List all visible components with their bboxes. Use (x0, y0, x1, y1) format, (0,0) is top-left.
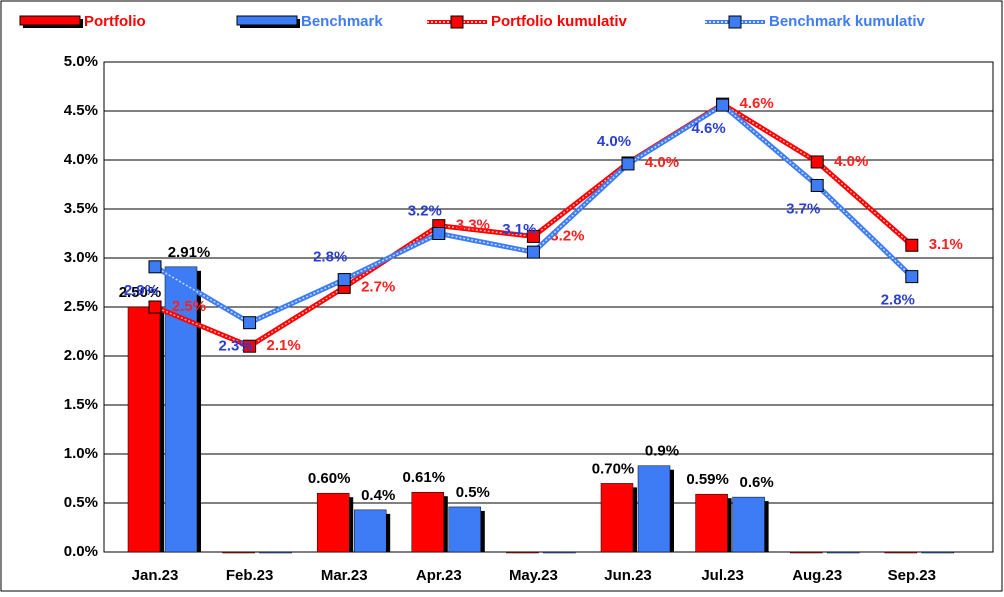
legend-label: Benchmark kumulativ (769, 13, 926, 30)
line-marker (148, 300, 162, 314)
line-value-label: 4.0% (645, 154, 679, 171)
legend-swatch (19, 15, 81, 26)
bar (732, 496, 765, 553)
x-tick-label: Jul.23 (701, 567, 744, 584)
bar (600, 483, 634, 553)
line-value-label: 3.2% (408, 202, 442, 219)
legend-swatch (236, 15, 298, 26)
bar (353, 509, 387, 553)
y-tick-label: 2.0% (64, 347, 98, 364)
line-value-label: 3.7% (786, 200, 820, 217)
y-tick-label: 1.0% (64, 445, 98, 462)
y-tick-label: 0.5% (64, 494, 98, 511)
bar-value-label: 0.61% (403, 469, 446, 486)
y-tick-label: 5.0% (64, 53, 98, 70)
x-tick-label: Apr.23 (416, 567, 462, 584)
line-value-label: 2.8% (313, 249, 347, 266)
line-value-label: 2.7% (361, 278, 395, 295)
line-value-label: 2.5% (172, 298, 206, 315)
bar-value-label: 0.5% (456, 484, 490, 501)
bar-value-label: 2.91% (168, 244, 211, 261)
bar-value-label: 2.50% (119, 284, 162, 301)
line-marker (526, 229, 540, 243)
bar-value-label: 0.60% (308, 470, 351, 487)
line-dots (154, 104, 913, 324)
bar (637, 465, 671, 553)
y-tick-label: 2.5% (64, 298, 98, 315)
bar (543, 551, 576, 554)
x-tick-label: Jun.23 (604, 567, 652, 584)
bar (259, 551, 292, 554)
bar (789, 551, 823, 554)
line-value-label: 4.0% (597, 133, 631, 150)
line-marker (337, 273, 351, 287)
line-marker (810, 155, 824, 169)
line-marker (148, 260, 162, 274)
legend-label: Portfolio (84, 13, 146, 30)
y-tick-label: 1.5% (64, 396, 98, 413)
bar-value-label: 0.6% (739, 474, 773, 491)
line-value-label: 2.8% (881, 292, 915, 309)
line-marker (716, 98, 730, 112)
bar (506, 551, 539, 554)
bar-value-label: 0.4% (361, 487, 395, 504)
bar (448, 506, 482, 553)
line-value-label: 4.6% (739, 95, 773, 112)
line-value-label: 3.1% (929, 236, 963, 253)
line-value-label: 2.1% (266, 337, 300, 354)
x-tick-label: Aug.23 (792, 567, 842, 584)
x-tick-label: Sep.23 (888, 567, 936, 584)
line-value-label: 2.9% (124, 282, 158, 299)
line-marker (905, 270, 919, 284)
x-tick-label: Jan.23 (132, 567, 179, 584)
line-marker (905, 238, 919, 252)
y-tick-label: 3.0% (64, 249, 98, 266)
line-marker (621, 157, 635, 171)
line-marker (526, 245, 540, 259)
bar (695, 493, 728, 553)
bar (222, 551, 255, 554)
y-tick-label: 0.0% (64, 543, 98, 560)
bar (884, 551, 918, 554)
bar-value-label: 0.9% (645, 443, 679, 460)
legend-marker (728, 15, 742, 29)
x-tick-label: Mar.23 (321, 567, 368, 584)
x-tick-label: Feb.23 (226, 567, 274, 584)
line-value-label: 4.0% (834, 153, 868, 170)
bar (921, 551, 955, 554)
line-marker (432, 227, 446, 240)
bar (826, 551, 860, 554)
x-tick-label: May.23 (509, 567, 558, 584)
legend-marker (450, 15, 464, 29)
y-tick-label: 4.0% (64, 151, 98, 168)
bar-value-label: 0.59% (686, 471, 729, 488)
line-value-label: 2.3% (218, 338, 252, 355)
bar (127, 306, 161, 553)
y-tick-label: 3.5% (64, 200, 98, 217)
bar-value-label: 0.70% (592, 460, 635, 477)
line-value-label: 3.1% (502, 221, 536, 238)
line-value-label: 3.3% (456, 217, 490, 234)
bar (316, 492, 350, 553)
bar (411, 491, 445, 553)
line-marker (243, 316, 257, 330)
legend-label: Benchmark (301, 13, 383, 30)
legend-label: Portfolio kumulativ (491, 13, 628, 30)
line-marker (810, 178, 824, 192)
line-value-label: 4.6% (691, 120, 725, 137)
y-tick-label: 4.5% (64, 102, 98, 119)
line-marker (243, 339, 257, 353)
